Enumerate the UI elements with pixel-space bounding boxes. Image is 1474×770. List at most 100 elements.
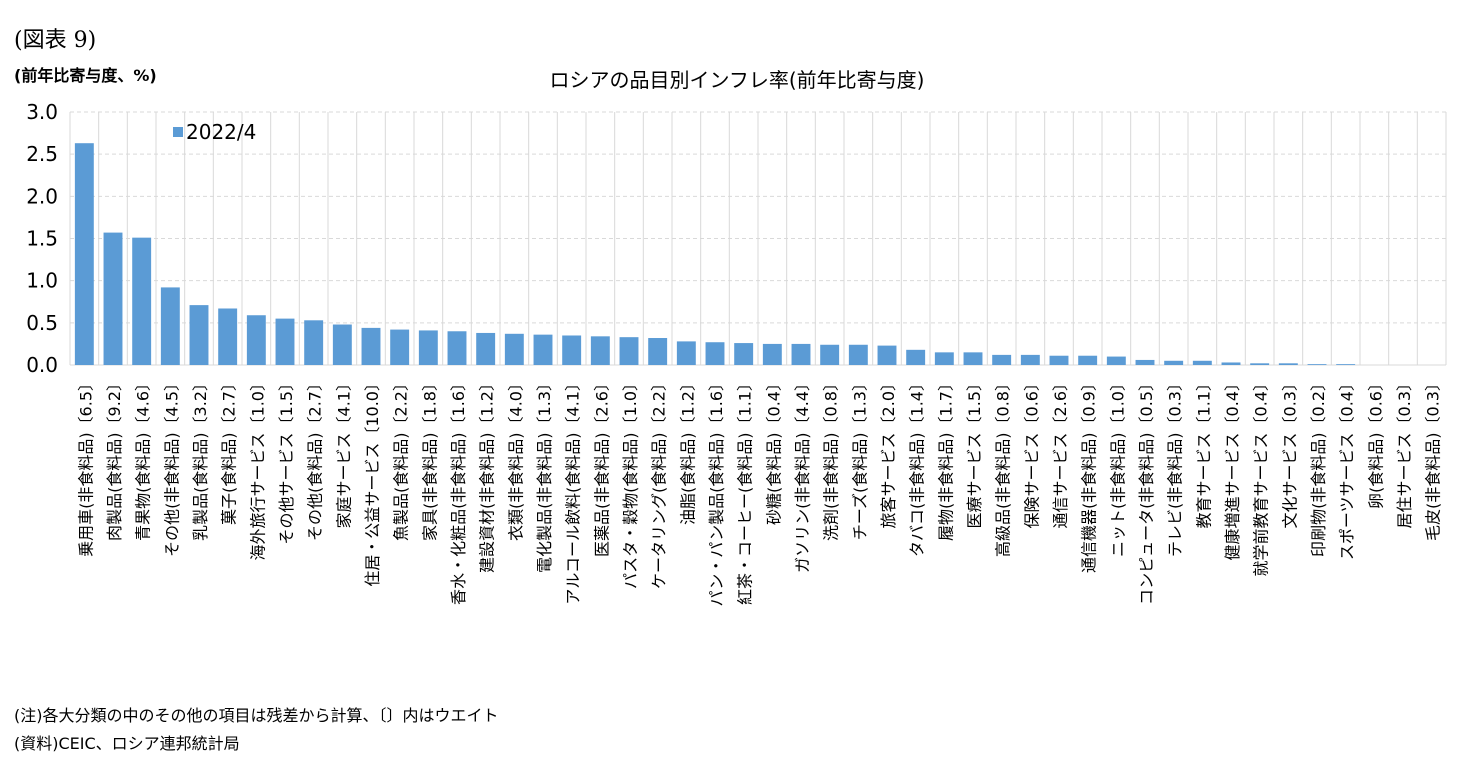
y-tick-label: 0.0 bbox=[26, 353, 58, 377]
x-tick-label: 住居・公益サービス〔10.0〕 bbox=[363, 375, 382, 587]
x-tick-label: スポーツサービス〔0.4〕 bbox=[1338, 375, 1357, 560]
bar bbox=[676, 341, 696, 365]
bar bbox=[963, 352, 983, 365]
x-tick-label: テレビ(非食料品)〔0.3〕 bbox=[1166, 375, 1185, 557]
bar bbox=[992, 354, 1012, 365]
bar bbox=[705, 342, 725, 365]
y-tick-label: 2.0 bbox=[26, 184, 58, 208]
x-tick-label: 菓子(食料品)〔2.7〕 bbox=[220, 375, 239, 525]
bar bbox=[160, 287, 180, 365]
bar bbox=[848, 344, 868, 365]
x-tick-label: 文化サービス〔0.3〕 bbox=[1280, 375, 1299, 528]
x-tick-label: パスタ・穀物(食料品)〔1.0〕 bbox=[621, 375, 640, 589]
x-tick-label: 通信機器(非食料品)〔0.9〕 bbox=[1080, 375, 1099, 573]
bar bbox=[103, 232, 123, 365]
bar bbox=[791, 343, 811, 365]
x-tick-label: アルコール飲料(食料品)〔4.1〕 bbox=[564, 375, 583, 605]
x-tick-label: 医薬品(非食料品)〔2.6〕 bbox=[592, 375, 611, 557]
x-tick-label: 油脂(食料品)〔1.2〕 bbox=[678, 375, 697, 525]
x-tick-label: その他(食料品)〔2.7〕 bbox=[306, 375, 325, 541]
chart-title: ロシアの品目別インフレ率(前年比寄与度) bbox=[549, 68, 925, 92]
bar bbox=[361, 327, 381, 365]
y-tick-label: 2.5 bbox=[26, 142, 58, 166]
figure-label: (図表 9) bbox=[14, 28, 97, 53]
x-tick-label: 保険サービス〔0.6〕 bbox=[1022, 375, 1041, 528]
bar bbox=[877, 345, 897, 365]
x-tick-label: 乗用車(非食料品)〔6.5〕 bbox=[76, 375, 95, 557]
y-tick-label: 1.0 bbox=[26, 269, 58, 293]
bar bbox=[1164, 360, 1184, 365]
x-tick-label: 電化製品(非食料品)〔1.3〕 bbox=[535, 375, 554, 573]
bar bbox=[275, 318, 295, 365]
x-tick-label: 紅茶・コーヒー(食料品)〔1.1〕 bbox=[736, 375, 755, 605]
x-tick-label: 健康増進サービス〔0.4〕 bbox=[1223, 375, 1242, 560]
x-tick-label: コンピュータ(非食料品)〔0.5〕 bbox=[1137, 375, 1156, 605]
y-tick-label: 3.0 bbox=[26, 100, 58, 124]
y-tick-label: 0.5 bbox=[26, 311, 58, 335]
x-tick-label: 卵(食料品)〔0.6〕 bbox=[1366, 375, 1385, 509]
x-tick-label: ケータリング(食料品)〔2.2〕 bbox=[650, 375, 669, 589]
x-tick-label: 青果物(食料品)〔4.6〕 bbox=[134, 375, 153, 541]
x-tick-label: 履物(非食料品)〔1.7〕 bbox=[936, 375, 955, 541]
x-tick-label: 印刷物(非食料品)〔0.2〕 bbox=[1309, 375, 1328, 557]
bar bbox=[1307, 364, 1327, 365]
x-tick-label: 家具(非食料品)〔1.8〕 bbox=[420, 375, 439, 541]
x-tick-label: 洗剤(非食料品)〔0.8〕 bbox=[822, 375, 841, 541]
legend-swatch bbox=[173, 127, 183, 137]
x-tick-label: ガソリン(非食料品)〔4.4〕 bbox=[793, 375, 812, 573]
bar bbox=[218, 308, 238, 365]
x-tick-label: 砂糖(食料品)〔0.4〕 bbox=[764, 375, 783, 525]
bar bbox=[820, 344, 840, 365]
x-tick-label: その他サービス〔1.5〕 bbox=[277, 375, 296, 544]
x-tick-label: その他(非食料品)〔4.5〕 bbox=[162, 375, 181, 557]
bar bbox=[906, 349, 926, 365]
y-tick-label: 1.5 bbox=[26, 227, 58, 251]
x-tick-label: 通信サービス〔2.6〕 bbox=[1051, 375, 1070, 528]
bar bbox=[447, 331, 467, 365]
bar bbox=[1078, 355, 1098, 365]
bar bbox=[1278, 363, 1298, 365]
bar bbox=[734, 343, 754, 365]
x-tick-label: 肉製品(食料品)〔9.2〕 bbox=[105, 375, 124, 541]
source-text: (資料)CEIC、ロシア連邦統計局 bbox=[14, 734, 240, 753]
bar bbox=[1192, 360, 1212, 365]
bar bbox=[390, 329, 410, 365]
x-tick-label: チーズ(食料品)〔1.3〕 bbox=[850, 375, 869, 540]
x-tick-label: 教育サービス〔1.1〕 bbox=[1194, 375, 1213, 528]
bar bbox=[332, 324, 352, 365]
bar bbox=[418, 330, 438, 365]
legend-label: 2022/4 bbox=[186, 120, 256, 144]
x-tick-label: 高級品(非食料品)〔0.8〕 bbox=[994, 375, 1013, 557]
bar bbox=[1049, 355, 1069, 365]
bar bbox=[1106, 356, 1126, 365]
x-tick-label: 毛皮(非食料品)〔0.3〕 bbox=[1424, 375, 1443, 541]
x-tick-label: 香水・化粧品(非食料品)〔1.6〕 bbox=[449, 375, 468, 605]
bar bbox=[74, 143, 94, 365]
x-tick-label: パン・パン製品(食料品)〔1.6〕 bbox=[707, 375, 726, 607]
bar bbox=[590, 336, 610, 365]
bar bbox=[648, 338, 668, 365]
bar bbox=[132, 237, 152, 365]
note-text: (注)各大分類の中のその他の項目は残差から計算、〔〕内はウエイト bbox=[14, 706, 499, 725]
bar bbox=[1020, 354, 1040, 365]
bar bbox=[1336, 364, 1356, 365]
bar bbox=[562, 335, 582, 365]
x-tick-label: 乳製品(食料品)〔3.2〕 bbox=[191, 375, 210, 541]
x-tick-label: 居住サービス〔0.3〕 bbox=[1395, 375, 1414, 528]
bar bbox=[504, 333, 524, 365]
bar bbox=[476, 332, 496, 365]
x-tick-label: 魚製品(食料品)〔2.2〕 bbox=[392, 375, 411, 541]
bar bbox=[189, 305, 209, 365]
x-tick-label: タバコ(非食料品)〔1.4〕 bbox=[908, 375, 927, 557]
bar bbox=[619, 337, 639, 365]
x-tick-label: 建設資材(非食料品)〔1.2〕 bbox=[478, 375, 497, 573]
bar bbox=[1250, 363, 1270, 365]
x-tick-label: 家庭サービス〔4.1〕 bbox=[334, 375, 353, 528]
bar bbox=[1135, 359, 1155, 365]
y-axis-label: (前年比寄与度、%) bbox=[14, 66, 157, 85]
bar bbox=[246, 315, 266, 365]
bar bbox=[304, 320, 324, 365]
bar-chart: 0.0 0.5 1.0 1.5 2.0 2.5 3.0 乗用車(非食料品)〔6.5〕 肉製品(食… bbox=[26, 100, 1447, 607]
x-tick-label: 旅客サービス〔2.0〕 bbox=[879, 375, 898, 528]
x-tick-label: 衣類(非食料品)〔4.0〕 bbox=[506, 375, 525, 541]
